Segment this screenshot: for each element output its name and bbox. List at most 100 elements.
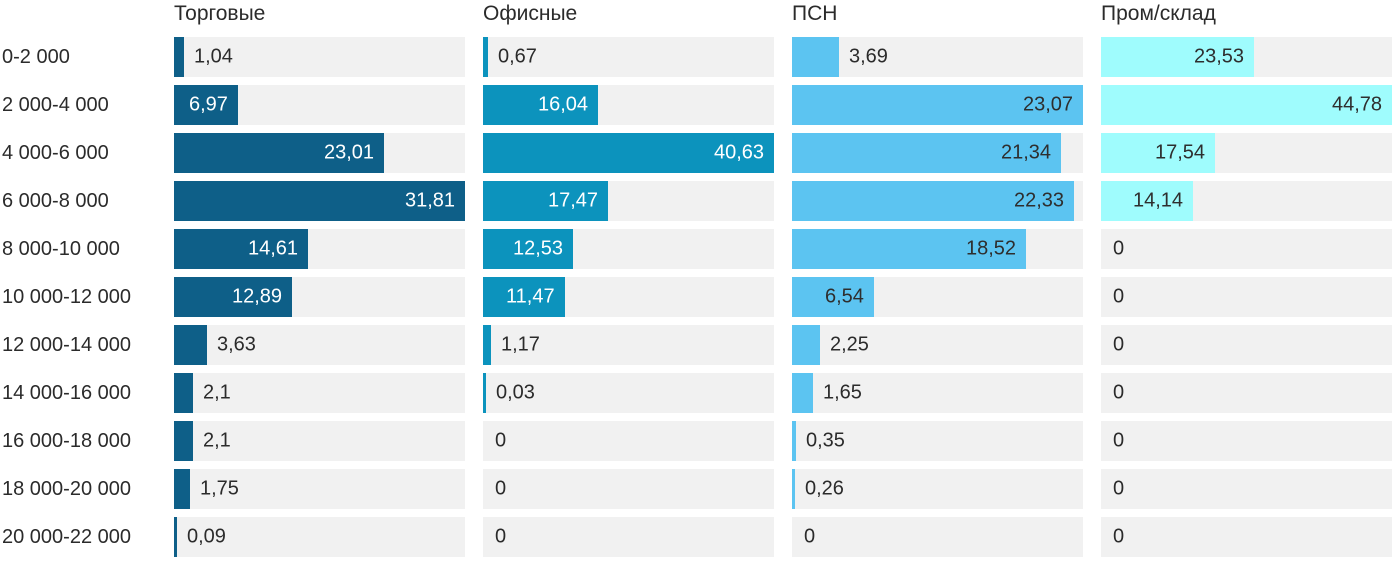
category-label: 18 000-20 000 (2, 478, 132, 500)
bar-track: 0 (483, 469, 774, 509)
bar-value: 23,01 (324, 141, 375, 164)
bar-fill (483, 229, 573, 269)
chart-row: 14 000-16 000 2,1 0,03 1,65 0 (0, 373, 1400, 413)
chart-row: 6 000-8 000 31,81 17,47 22,33 14,14 (0, 181, 1400, 221)
bar-track: 0 (483, 517, 774, 557)
bar-track: 23,07 (792, 85, 1083, 125)
category-label: 6 000-8 000 (2, 190, 109, 212)
bar-track: 6,97 (174, 85, 465, 125)
bar-fill (174, 277, 292, 317)
column-header-prom-sklad: Пром/склад (1101, 2, 1216, 25)
bar-fill (792, 469, 796, 509)
bar-value: 12,53 (513, 237, 564, 260)
chart-row: 18 000-20 000 1,75 0 0,26 0 (0, 469, 1400, 509)
bar-value: 0 (1113, 429, 1125, 452)
category-label: 14 000-16 000 (2, 382, 132, 404)
bar-fill (792, 85, 1083, 125)
column-header-ofisnye: Офисные (483, 2, 578, 25)
bar-value: 2,1 (203, 429, 231, 452)
bar-fill (174, 421, 194, 461)
bar-track: 44,78 (1101, 85, 1392, 125)
bar-fill (1101, 181, 1193, 221)
bar-value: 23,53 (1194, 45, 1245, 68)
bar-value: 1,65 (823, 381, 862, 404)
bar-track: 1,65 (792, 373, 1083, 413)
category-label: 8 000-10 000 (2, 238, 120, 260)
bar-track: 16,04 (483, 85, 774, 125)
bar-track: 12,53 (483, 229, 774, 269)
bar-fill (792, 373, 813, 413)
bar-value: 23,07 (1023, 93, 1074, 116)
bar-value: 31,81 (405, 189, 456, 212)
bar-value: 0 (1113, 477, 1125, 500)
bar-fill (792, 421, 797, 461)
bar-track: 18,52 (792, 229, 1083, 269)
bar-track: 6,54 (792, 277, 1083, 317)
bar-value: 6,97 (189, 93, 228, 116)
category-label: 2 000-4 000 (2, 94, 109, 116)
column-header-psn: ПСН (792, 2, 838, 25)
chart-row: 0-2 000 1,04 0,67 3,69 23,53 (0, 37, 1400, 77)
bar-value: 16,04 (538, 93, 589, 116)
bar-fill (483, 373, 486, 413)
bar-fill (792, 325, 821, 365)
bar-track: 2,1 (174, 421, 465, 461)
bar-fill (483, 277, 566, 317)
category-label: 12 000-14 000 (2, 334, 132, 356)
bar-fill (483, 325, 492, 365)
chart-row: 10 000-12 000 12,89 11,47 6,54 0 (0, 277, 1400, 317)
bar-track: 0 (1101, 277, 1392, 317)
bar-value: 0 (804, 525, 816, 548)
bar-track: 23,53 (1101, 37, 1392, 77)
bar-value: 2,25 (830, 333, 869, 356)
bar-track: 3,69 (792, 37, 1083, 77)
bar-fill (792, 181, 1074, 221)
bar-fill (1101, 133, 1215, 173)
bar-track: 0,67 (483, 37, 774, 77)
bar-value: 14,14 (1133, 189, 1184, 212)
bar-track: 40,63 (483, 133, 774, 173)
category-label: 0-2 000 (2, 46, 70, 68)
bar-fill (483, 133, 774, 173)
bar-value: 12,89 (232, 285, 283, 308)
bar-value: 11,47 (506, 285, 555, 308)
bar-value: 0 (1113, 237, 1125, 260)
bar-value: 1,17 (501, 333, 540, 356)
bar-fill (174, 133, 385, 173)
bar-fill (792, 37, 839, 77)
category-label: 10 000-12 000 (2, 286, 132, 308)
bar-track: 0 (483, 421, 774, 461)
bar-value: 18,52 (966, 237, 1017, 260)
column-headers: Торговые Офисные ПСН Пром/склад (0, 0, 1400, 37)
bar-track: 11,47 (483, 277, 774, 317)
category-label: 20 000-22 000 (2, 526, 132, 548)
bar-track: 23,01 (174, 133, 465, 173)
chart-row: 4 000-6 000 23,01 40,63 21,34 17,54 (0, 133, 1400, 173)
bar-fill (1101, 85, 1392, 125)
bar-value: 44,78 (1332, 93, 1383, 116)
bar-value: 0 (1113, 525, 1125, 548)
bar-track: 0 (792, 517, 1083, 557)
bar-track: 17,54 (1101, 133, 1392, 173)
bar-track: 1,75 (174, 469, 465, 509)
bar-track: 1,04 (174, 37, 465, 77)
bar-fill (174, 37, 184, 77)
category-label: 4 000-6 000 (2, 142, 109, 164)
bar-fill (483, 37, 488, 77)
bar-value: 0 (495, 477, 507, 500)
bar-track: 21,34 (792, 133, 1083, 173)
bar-value: 0 (1113, 285, 1125, 308)
bar-fill (792, 229, 1026, 269)
bar-value: 17,54 (1155, 141, 1206, 164)
bar-track: 1,17 (483, 325, 774, 365)
bar-value: 3,69 (849, 45, 888, 68)
bar-value: 22,33 (1014, 189, 1065, 212)
bar-track: 31,81 (174, 181, 465, 221)
bar-fill (483, 85, 598, 125)
bar-track: 2,1 (174, 373, 465, 413)
bar-value: 40,63 (714, 141, 765, 164)
chart-rows: 0-2 000 1,04 0,67 3,69 23,53 2 000-4 000 6,97 1… (0, 37, 1400, 557)
bar-track: 2,25 (792, 325, 1083, 365)
bar-track: 0,03 (483, 373, 774, 413)
bar-track: 0,26 (792, 469, 1083, 509)
